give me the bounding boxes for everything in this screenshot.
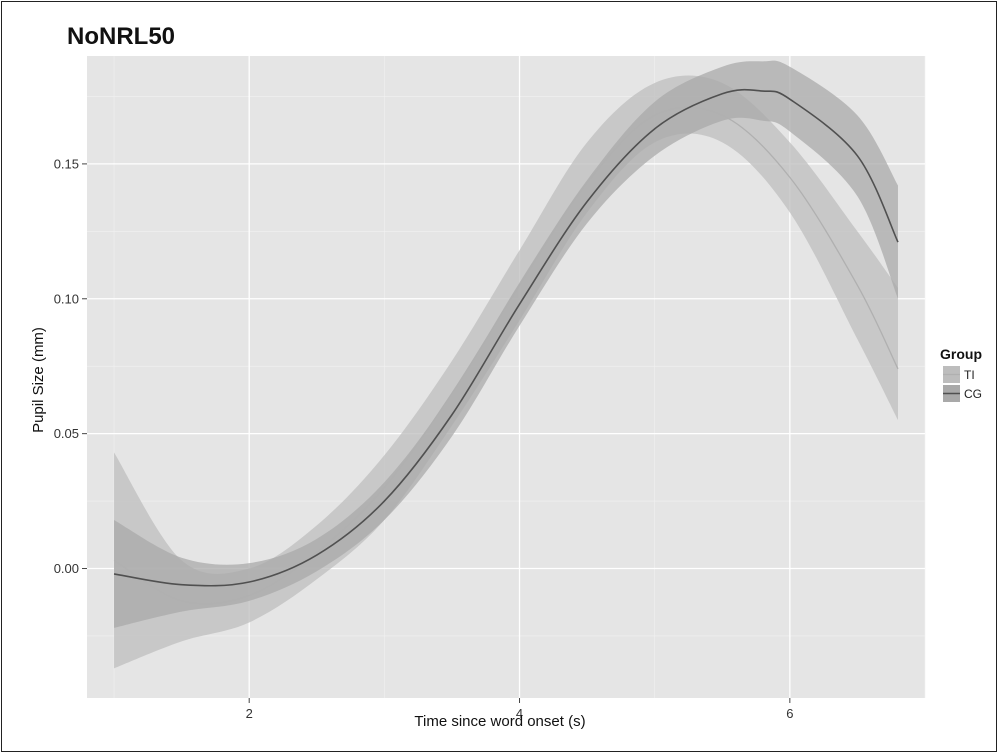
x-tick-label: 2 [246, 706, 253, 721]
y-tick-label: 0.10 [54, 291, 79, 306]
chart-title: NoNRL50 [67, 23, 175, 50]
grid-minor [87, 56, 926, 698]
x-tick-label: 6 [786, 706, 793, 721]
y-tick-label: 0.15 [54, 156, 79, 171]
y-axis-ticks: 0.00 0.05 0.10 0.15 [54, 156, 87, 576]
x-tick-label: 4 [516, 706, 523, 721]
y-tick-label: 0.05 [54, 426, 79, 441]
legend: Group TI CG [940, 346, 982, 402]
confidence-bands [114, 60, 898, 669]
legend-title: Group [940, 346, 982, 362]
y-axis-title: Pupil Size (mm) [30, 327, 47, 433]
line-cg [113, 88, 899, 587]
series-lines [113, 88, 899, 605]
x-axis-ticks: 2 4 6 [246, 698, 793, 721]
x-axis-title: Time since word onset (s) [414, 713, 585, 730]
line-ti [113, 106, 899, 605]
band-cg [114, 60, 898, 628]
legend-label-ti: TI [964, 368, 975, 382]
y-tick-label: 0.00 [54, 561, 79, 576]
legend-label-cg: CG [964, 387, 982, 401]
